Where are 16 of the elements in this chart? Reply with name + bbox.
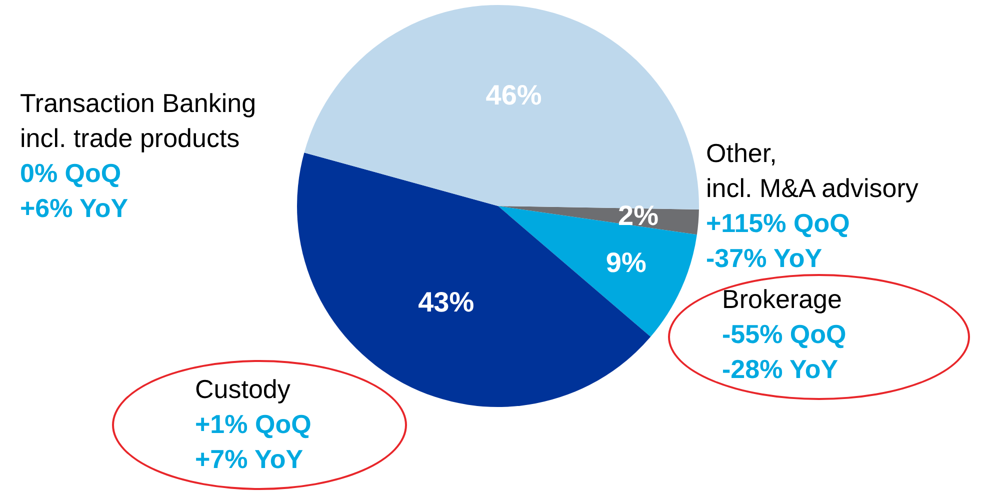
text: -28% YoY <box>722 353 840 386</box>
text: +6% YoY <box>20 192 130 225</box>
text: -55% QoQ <box>722 318 846 351</box>
slice-label: Brokerage <box>722 283 843 316</box>
data-label: 43% <box>418 286 474 318</box>
slice-label: Custody <box>195 373 292 406</box>
slice-label: Other, incl. M&A advisory <box>706 137 918 205</box>
text: -37% YoY <box>706 242 824 275</box>
data-label: 9% <box>606 246 646 278</box>
text: +1% QoQ <box>195 408 312 441</box>
slice-label: Transaction Banking incl. trade products <box>20 87 256 155</box>
text: +7% YoY <box>195 443 304 476</box>
data-label: 2% <box>618 200 659 232</box>
data-label: 46% <box>486 79 542 110</box>
text: +115% QoQ <box>706 207 851 240</box>
text: 0% QoQ <box>20 157 122 190</box>
